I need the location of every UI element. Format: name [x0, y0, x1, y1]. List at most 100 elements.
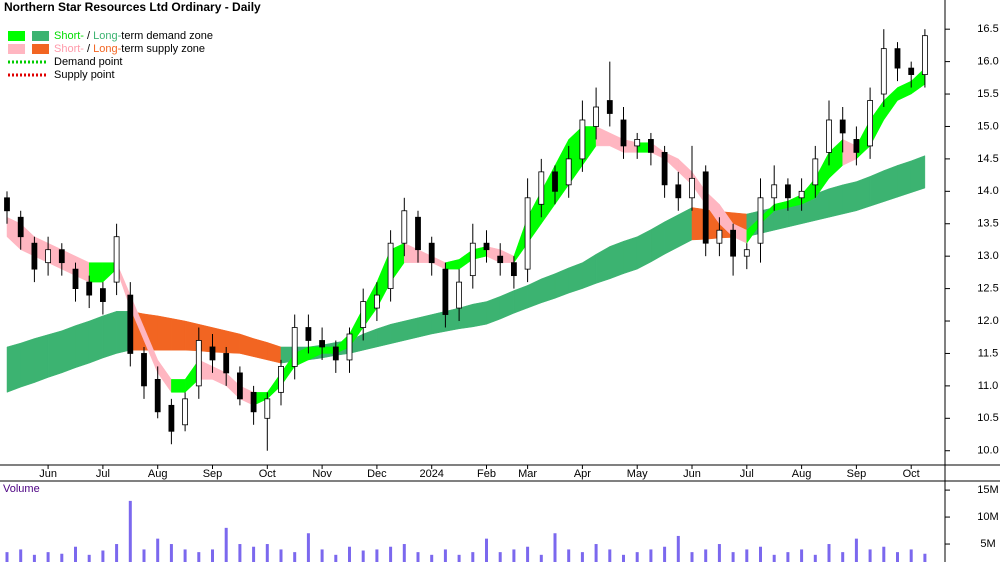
- volume-bar: [649, 549, 653, 562]
- volume-bar: [786, 552, 790, 562]
- candle-body: [278, 366, 284, 393]
- legend-text: term supply zone: [121, 43, 205, 55]
- legend-swatch: [32, 31, 49, 41]
- volume-bar: [717, 544, 721, 562]
- legend-swatch: [32, 44, 49, 54]
- candle-body: [264, 398, 271, 419]
- volume-bar: [594, 544, 598, 562]
- x-tick-label: Mar: [518, 468, 537, 480]
- volume-bar: [430, 554, 434, 562]
- candle-body: [4, 197, 10, 212]
- zone-segment: [20, 338, 35, 388]
- candle-body: [442, 268, 449, 315]
- candle-body: [195, 340, 202, 387]
- y-tick-label: 13.5: [977, 218, 998, 230]
- x-tick-label: May: [627, 468, 648, 480]
- zone-segment: [842, 181, 857, 215]
- volume-bar: [923, 553, 927, 562]
- candle-body: [730, 229, 736, 257]
- candle-body: [867, 100, 873, 147]
- zone-segment: [171, 379, 186, 393]
- candle-body: [894, 48, 901, 69]
- volume-bar: [211, 549, 214, 562]
- volume-bar: [608, 549, 612, 562]
- legend-text: Short-: [54, 30, 84, 42]
- y-tick-label: 13.0: [977, 250, 998, 262]
- y-tick-label: 10.5: [977, 412, 998, 424]
- candle-body: [31, 242, 38, 270]
- volume-bar: [635, 552, 639, 562]
- zone-segment: [541, 273, 556, 304]
- zone-segment: [61, 325, 76, 374]
- volume-bar: [156, 538, 160, 562]
- candle-body: [17, 216, 24, 238]
- legend-label: Short- / Long-term supply zone: [54, 43, 205, 55]
- volume-bar: [841, 552, 845, 562]
- volume-bar: [74, 546, 77, 562]
- candle-body: [579, 119, 586, 160]
- volume-bar: [498, 552, 502, 562]
- volume-bar: [169, 544, 173, 562]
- candle-body: [634, 139, 641, 147]
- zone-segment: [88, 315, 104, 364]
- y-tick-label: 12.5: [977, 283, 998, 295]
- candle-body: [497, 255, 504, 264]
- volume-bar: [471, 552, 475, 562]
- candle-body: [771, 184, 778, 199]
- volume-bar: [526, 546, 530, 562]
- candle-body: [58, 249, 65, 264]
- volume-bar: [128, 500, 132, 562]
- zone-segment: [6, 342, 21, 393]
- x-tick-label: 2024: [419, 468, 443, 480]
- volume-bar: [553, 533, 557, 562]
- legend-swatch: [8, 44, 25, 54]
- y-tick-label: 16.0: [977, 56, 998, 68]
- candle-body: [332, 346, 339, 361]
- y-tick-label: 14.5: [977, 153, 998, 165]
- candle-body: [415, 216, 421, 251]
- volume-bar: [909, 549, 913, 562]
- zone-segment: [883, 165, 898, 203]
- candle-body: [209, 346, 216, 361]
- x-tick-label: Sep: [203, 468, 223, 480]
- volume-bar: [443, 549, 447, 562]
- candle-body: [648, 139, 654, 153]
- legend-text: Demand point: [54, 56, 123, 68]
- volume-bar: [882, 546, 886, 562]
- candle-body: [86, 281, 93, 296]
- volume-bar: [361, 550, 365, 562]
- candle-body: [785, 184, 791, 199]
- candle-body: [113, 236, 120, 283]
- volume-bar: [224, 527, 228, 562]
- volume-bar: [252, 546, 256, 562]
- legend-text: /: [84, 30, 93, 42]
- volume-bar: [800, 549, 804, 562]
- x-tick-label: Dec: [367, 468, 387, 480]
- candle-body: [127, 294, 134, 354]
- candle-body: [456, 281, 463, 309]
- zone-segment: [102, 310, 117, 359]
- candle-body: [387, 242, 394, 289]
- volume-bar: [813, 554, 817, 562]
- zone-segment: [157, 315, 172, 351]
- candle-body: [510, 262, 517, 277]
- volume-bar: [402, 544, 406, 562]
- volume-bar: [87, 554, 91, 562]
- zone-segment: [828, 184, 843, 218]
- candle-body: [154, 378, 161, 413]
- volume-bar: [293, 552, 297, 562]
- zone-segment: [513, 284, 528, 314]
- volume-bar: [348, 546, 351, 562]
- x-tick-label: Jul: [96, 468, 110, 480]
- candle-body: [826, 119, 832, 153]
- candle-body: [168, 404, 175, 432]
- zone-segment: [404, 317, 419, 341]
- volume-bar: [416, 552, 420, 562]
- zone-segment: [869, 170, 885, 207]
- volume-bar: [868, 549, 872, 562]
- volume-tick-label: 5M: [980, 538, 995, 550]
- legend-text: Supply point: [54, 69, 115, 81]
- volume-bar: [101, 550, 105, 562]
- volume-bar: [485, 538, 488, 562]
